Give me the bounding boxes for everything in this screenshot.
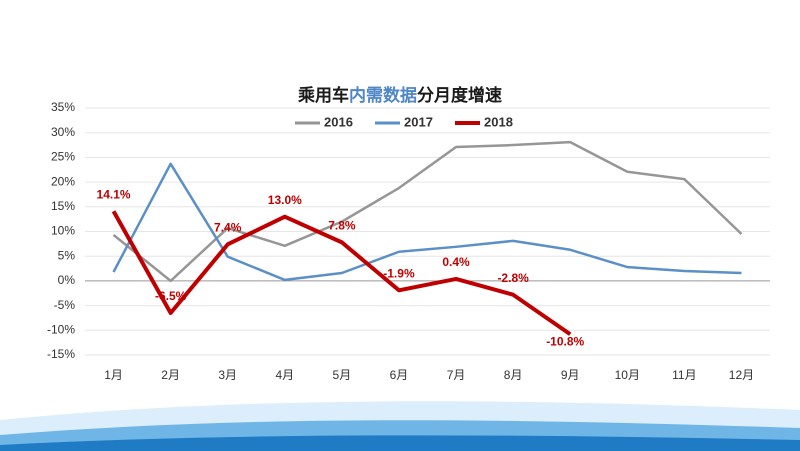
legend-label: 2018: [484, 114, 513, 129]
series-line: [111, 210, 572, 336]
y-tick-label: -15%: [47, 347, 75, 361]
y-tick-label: 20%: [51, 174, 75, 188]
y-tick-label: 35%: [51, 100, 75, 114]
y-tick-label: 15%: [51, 199, 75, 213]
y-tick-label: 30%: [51, 125, 75, 139]
data-label: -2.8%: [497, 271, 529, 285]
y-tick-label: -10%: [47, 322, 75, 336]
x-tick-label: 9月: [561, 368, 580, 382]
x-tick-label: 3月: [218, 368, 237, 382]
legend-label: 2016: [324, 114, 353, 129]
data-label: 0.4%: [442, 255, 470, 269]
x-tick-label: 1月: [104, 368, 123, 382]
data-label: 7.8%: [328, 219, 356, 233]
title-part: 内需数据: [349, 85, 417, 105]
x-tick-label: 5月: [333, 368, 352, 382]
data-label: -10.8%: [546, 334, 584, 348]
data-label: 7.4%: [214, 221, 242, 235]
title-part: 分月度增速: [417, 85, 502, 105]
legend-label: 2017: [404, 114, 433, 129]
y-tick-label: -5%: [54, 298, 76, 312]
chart-title: 乘用车内需数据分月度增速: [297, 85, 502, 105]
x-tick-label: 2月: [161, 368, 180, 382]
data-label: 14.1%: [97, 187, 131, 201]
series-line: [112, 140, 743, 283]
x-tick-label: 4月: [275, 368, 294, 382]
data-label: -1.9%: [383, 266, 415, 280]
title-part: 乘用车: [297, 85, 349, 105]
x-tick-label: 11月: [672, 368, 696, 382]
data-label: 13.0%: [268, 193, 302, 207]
x-tick-label: 12月: [729, 368, 754, 382]
x-tick-label: 7月: [447, 368, 466, 382]
y-tick-label: 0%: [58, 273, 76, 287]
x-tick-label: 6月: [390, 368, 409, 382]
x-tick-label: 10月: [615, 368, 640, 382]
data-label: -6.5%: [155, 289, 187, 303]
y-tick-label: 5%: [58, 248, 76, 262]
y-tick-label: 25%: [51, 150, 75, 164]
wave-dark: [0, 435, 800, 451]
x-tick-label: 8月: [504, 368, 523, 382]
y-tick-label: 10%: [51, 224, 75, 238]
series-line: [112, 162, 742, 282]
